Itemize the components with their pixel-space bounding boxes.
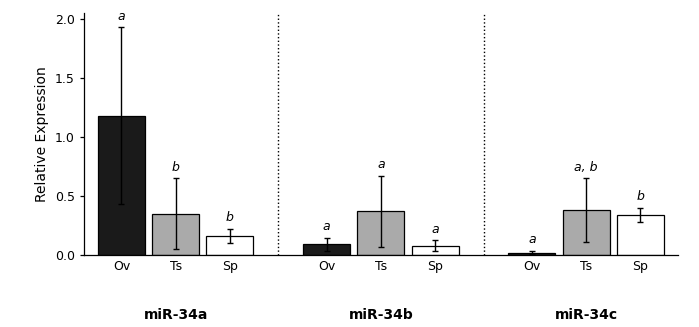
Bar — [303, 245, 350, 255]
Bar — [412, 246, 459, 255]
Text: b: b — [637, 190, 644, 203]
Bar — [357, 211, 405, 255]
Bar — [617, 215, 664, 255]
Text: a: a — [117, 9, 125, 23]
Text: miR-34c: miR-34c — [554, 308, 618, 322]
Text: miR-34b: miR-34b — [349, 308, 413, 322]
Text: miR-34a: miR-34a — [143, 308, 208, 322]
Text: a, b: a, b — [575, 161, 598, 174]
Bar — [98, 116, 145, 255]
Bar — [508, 253, 556, 255]
Bar — [563, 210, 610, 255]
Text: a: a — [528, 233, 535, 246]
Bar — [206, 236, 254, 255]
Text: a: a — [323, 220, 331, 233]
Text: b: b — [226, 211, 234, 224]
Y-axis label: Relative Expression: Relative Expression — [35, 66, 50, 202]
Text: b: b — [172, 161, 180, 174]
Text: a: a — [431, 223, 439, 235]
Bar — [152, 214, 199, 255]
Text: a: a — [377, 158, 384, 171]
